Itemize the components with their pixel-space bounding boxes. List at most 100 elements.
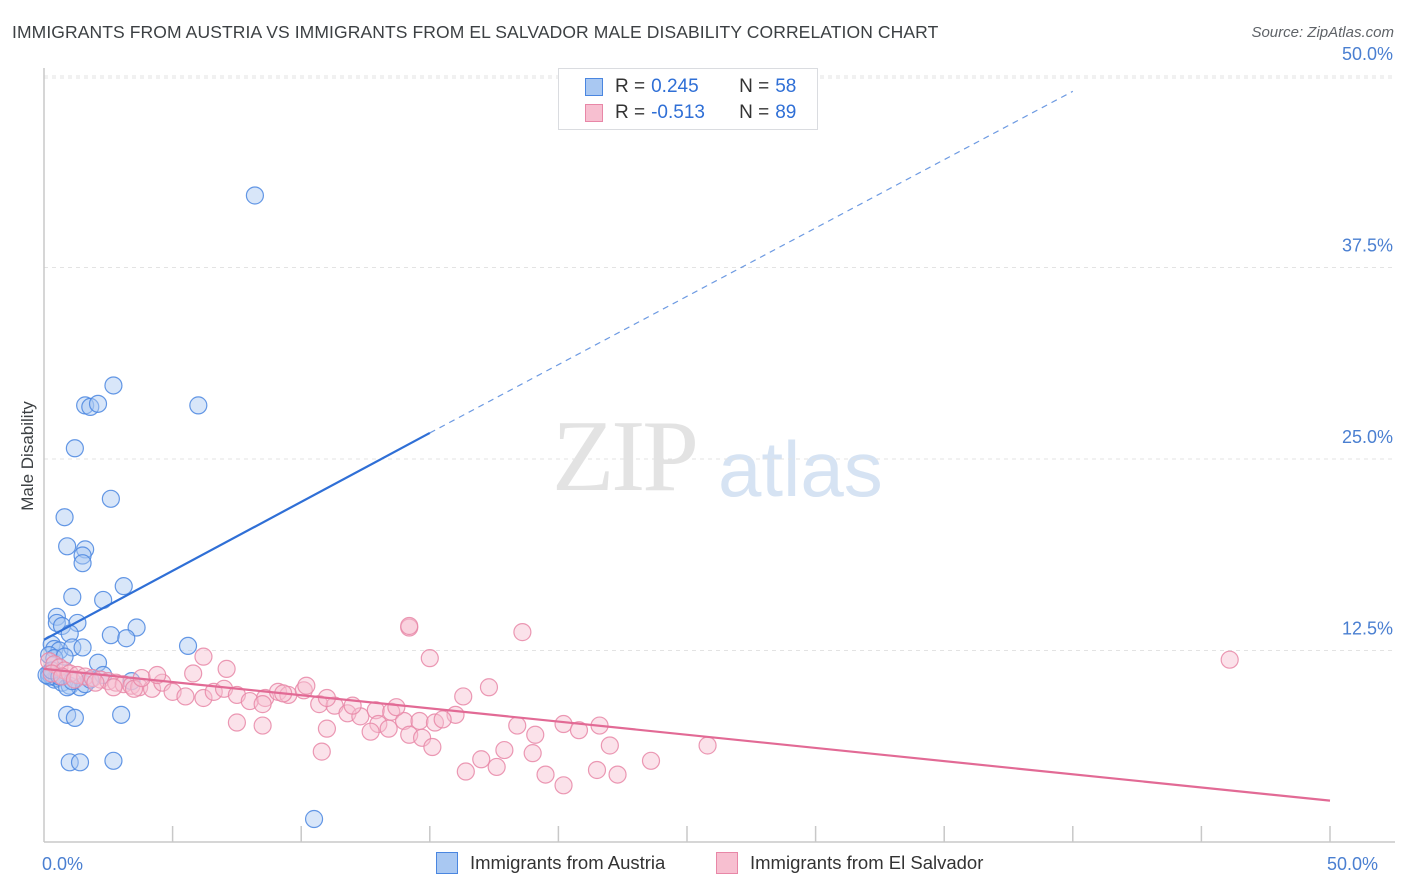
austria-point: [63, 638, 82, 657]
austria-trend-line-extension: [429, 90, 1074, 434]
el-salvador-point: [86, 673, 105, 692]
austria-point: [70, 753, 90, 772]
y-tick-label: 50.0%: [1342, 44, 1393, 64]
el-salvador-point: [184, 664, 203, 683]
austria-point: [112, 705, 131, 724]
austria-point: [65, 708, 84, 728]
el-salvador-point: [554, 714, 573, 734]
austria-trend-line: [43, 431, 431, 641]
austria-point: [73, 638, 92, 657]
legend-n-label: N =: [739, 76, 770, 97]
legend-r-label: R =: [615, 76, 646, 97]
legend-item-austria[interactable]: Immigrants from Austria: [436, 852, 665, 874]
y-tick-label: 37.5%: [1342, 236, 1393, 256]
legend-row-el-salvador: R = -0.513 N = 89: [585, 101, 796, 125]
y-tick-label: 12.5%: [1342, 619, 1393, 639]
watermark-zip: ZIP: [552, 400, 699, 513]
austria-point: [117, 629, 136, 648]
austria-point: [63, 587, 82, 606]
el-salvador-point: [423, 737, 442, 757]
watermark-atlas: atlas: [718, 425, 883, 513]
el-salvador-point: [366, 701, 385, 720]
el-salvador-point: [194, 647, 213, 666]
austria-point: [47, 607, 66, 626]
austria-point: [245, 186, 265, 205]
austria-point: [55, 508, 74, 527]
el-salvador-point: [217, 659, 236, 678]
austria-point: [101, 626, 120, 645]
austria-point: [58, 537, 77, 556]
el-salvador-point: [587, 760, 607, 780]
y-tick-label: 25.0%: [1342, 427, 1393, 447]
x-tick-label: 50.0%: [1327, 854, 1378, 874]
el-salvador-point: [194, 688, 213, 708]
el-salvador-point: [454, 687, 473, 706]
el-salvador-trend-line: [43, 667, 1331, 802]
austria-point: [101, 489, 120, 508]
el-salvador-point: [361, 722, 380, 741]
el-salvador-point: [513, 623, 532, 642]
austria-point: [189, 396, 208, 415]
austria-point: [304, 809, 324, 829]
legend-n-value-el-salvador: 89: [775, 102, 797, 123]
austria-point: [65, 439, 84, 458]
series-legend: Immigrants from Austria Immigrants from …: [0, 852, 1406, 878]
el-salvador-point: [379, 719, 398, 738]
legend-label-austria: Immigrants from Austria: [470, 852, 666, 873]
el-salvador-point: [176, 687, 195, 706]
source-attribution: Source: ZipAtlas.com: [1251, 24, 1394, 41]
legend-r-value-austria: 0.245: [651, 76, 699, 97]
austria-point: [104, 376, 123, 395]
el-salvador-point: [472, 750, 491, 769]
el-salvador-point: [495, 740, 514, 760]
legend-r-value-el-salvador: -0.513: [651, 102, 705, 123]
legend-swatch-austria: [585, 78, 603, 96]
el-salvador-point: [420, 649, 439, 668]
austria-point: [73, 554, 92, 573]
el-salvador-point: [297, 676, 316, 695]
austria-point: [73, 546, 92, 565]
el-salvador-point: [412, 728, 432, 747]
el-salvador-point: [312, 742, 331, 761]
legend-label-el-salvador: Immigrants from El Salvador: [750, 852, 984, 873]
x-tick-label: 0.0%: [42, 854, 83, 874]
el-salvador-point: [253, 716, 272, 735]
el-salvador-point: [554, 776, 573, 795]
legend-row-austria: R = 0.245 N = 58: [585, 75, 796, 99]
austria-point: [88, 394, 108, 413]
el-salvador-point: [479, 678, 499, 697]
correlation-legend: R = 0.245 N = 58 R = -0.513 N = 89: [558, 68, 818, 130]
el-salvador-point: [114, 675, 133, 694]
el-salvador-point: [569, 721, 589, 740]
el-salvador-point: [394, 711, 414, 731]
legend-swatch-el-salvador: [585, 104, 603, 122]
austria-point: [47, 613, 66, 633]
el-salvador-point: [508, 716, 527, 735]
el-salvador-point: [1220, 650, 1239, 669]
el-salvador-point: [487, 757, 506, 777]
el-salvador-point: [400, 616, 419, 636]
legend-r-label: R =: [615, 102, 646, 123]
el-salvador-point: [104, 678, 123, 697]
el-salvador-point: [526, 725, 545, 744]
el-salvador-point: [387, 698, 406, 717]
el-salvador-point: [600, 736, 619, 755]
austria-point: [114, 577, 133, 596]
chart-title: IMMIGRANTS FROM AUSTRIA VS IMMIGRANTS FR…: [12, 22, 939, 42]
el-salvador-point: [317, 719, 337, 738]
el-salvador-point: [608, 765, 627, 784]
el-salvador-point: [456, 762, 475, 781]
legend-swatch-el-salvador: [716, 852, 738, 874]
legend-n-label: N =: [739, 102, 770, 123]
el-salvador-point: [536, 765, 555, 784]
austria-point: [40, 645, 59, 665]
austria-point: [104, 751, 123, 770]
el-salvador-point: [369, 714, 388, 734]
austria-point: [178, 636, 198, 656]
legend-n-value-austria: 58: [775, 76, 797, 97]
el-salvador-point: [253, 695, 272, 714]
el-salvador-point: [227, 713, 246, 732]
el-salvador-point: [433, 710, 452, 729]
legend-item-el-salvador[interactable]: Immigrants from El Salvador: [716, 852, 983, 874]
